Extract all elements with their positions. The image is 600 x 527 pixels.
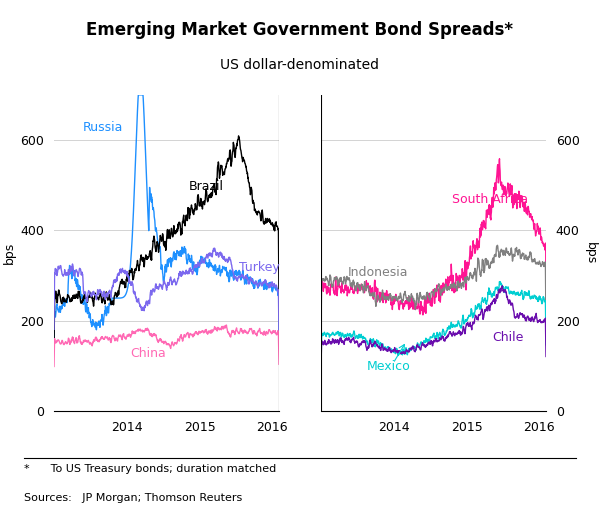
Text: Brazil: Brazil	[189, 180, 224, 193]
Text: Chile: Chile	[492, 331, 523, 344]
Text: Sources:   JP Morgan; Thomson Reuters: Sources: JP Morgan; Thomson Reuters	[24, 493, 242, 503]
Text: Turkey: Turkey	[239, 261, 280, 274]
Text: China: China	[131, 347, 166, 360]
Text: Russia: Russia	[83, 121, 124, 134]
Y-axis label: bps: bps	[3, 242, 16, 264]
Text: South Africa: South Africa	[452, 193, 527, 206]
Y-axis label: bps: bps	[584, 242, 597, 264]
Text: Indonesia: Indonesia	[348, 266, 409, 279]
Text: Mexico: Mexico	[367, 360, 410, 374]
Text: Emerging Market Government Bond Spreads*: Emerging Market Government Bond Spreads*	[86, 21, 514, 39]
Text: US dollar-denominated: US dollar-denominated	[221, 58, 380, 72]
Text: *      To US Treasury bonds; duration matched: * To US Treasury bonds; duration matched	[24, 464, 276, 474]
